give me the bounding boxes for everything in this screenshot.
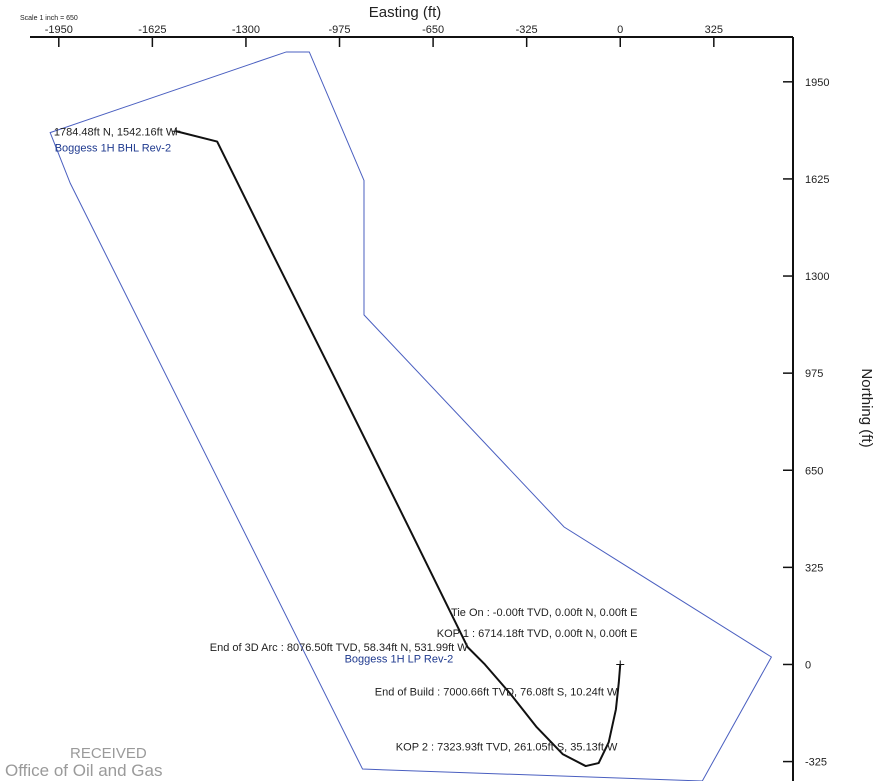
x-tick-label: -650 bbox=[422, 24, 444, 36]
y-tick-label: 650 bbox=[805, 465, 823, 477]
stamp-office: Office of Oil and Gas bbox=[5, 761, 162, 780]
y-tick-label: 0 bbox=[805, 659, 811, 671]
x-tick-label: 325 bbox=[705, 24, 723, 36]
annotation-label: Boggess 1H BHL Rev-2 bbox=[55, 143, 171, 155]
x-tick-label: -1300 bbox=[232, 24, 260, 36]
annotation-label: Tie On : -0.00ft TVD, 0.00ft N, 0.00ft E bbox=[451, 607, 637, 619]
y-tick-label: 1300 bbox=[805, 271, 829, 283]
well-path-line bbox=[175, 130, 622, 768]
stamp-received: RECEIVED bbox=[70, 745, 147, 762]
y-tick-label: 1950 bbox=[805, 77, 829, 89]
y-tick-label: 1625 bbox=[805, 174, 829, 186]
well-point-marker bbox=[172, 127, 181, 136]
annotation-label: End of 3D Arc : 8076.50ft TVD, 58.34ft N… bbox=[210, 642, 468, 654]
lease-boundary-polygon bbox=[49, 51, 773, 781]
y-axis-title: Northing (ft) bbox=[858, 368, 875, 447]
y-tick-label: -325 bbox=[805, 757, 827, 769]
x-tick-label: -325 bbox=[516, 24, 538, 36]
well-point-marker bbox=[616, 660, 625, 669]
y-tick-label: 325 bbox=[805, 562, 823, 574]
annotations: 1784.48ft N, 1542.16ft W Boggess 1H BHL R… bbox=[54, 126, 638, 753]
scale-note: Scale 1 inch = 650 bbox=[20, 15, 78, 22]
x-tick-label: -975 bbox=[329, 24, 351, 36]
x-tick-label: 0 bbox=[617, 24, 623, 36]
annotation-label: End of Build : 7000.66ft TVD, 76.08ft S,… bbox=[375, 686, 618, 698]
axes: -1950 -1625 -1300 -975 -650 -325 0 325 1950 1625 1… bbox=[30, 24, 829, 781]
x-tick-label: -1625 bbox=[138, 24, 166, 36]
x-tick-label: -1950 bbox=[45, 24, 73, 36]
annotation-label: Boggess 1H LP Rev-2 bbox=[345, 653, 454, 665]
lease-boundary bbox=[49, 51, 773, 781]
x-axis-title: Easting (ft) bbox=[369, 4, 442, 21]
annotation-label: KOP 1 : 6714.18ft TVD, 0.00ft N, 0.00ft … bbox=[437, 628, 638, 640]
series-layer bbox=[172, 127, 625, 768]
y-tick-label: 975 bbox=[805, 368, 823, 380]
annotation-label: 1784.48ft N, 1542.16ft W bbox=[54, 126, 177, 138]
annotation-label: KOP 2 : 7323.93ft TVD, 261.05ft S, 35.13… bbox=[396, 742, 618, 754]
